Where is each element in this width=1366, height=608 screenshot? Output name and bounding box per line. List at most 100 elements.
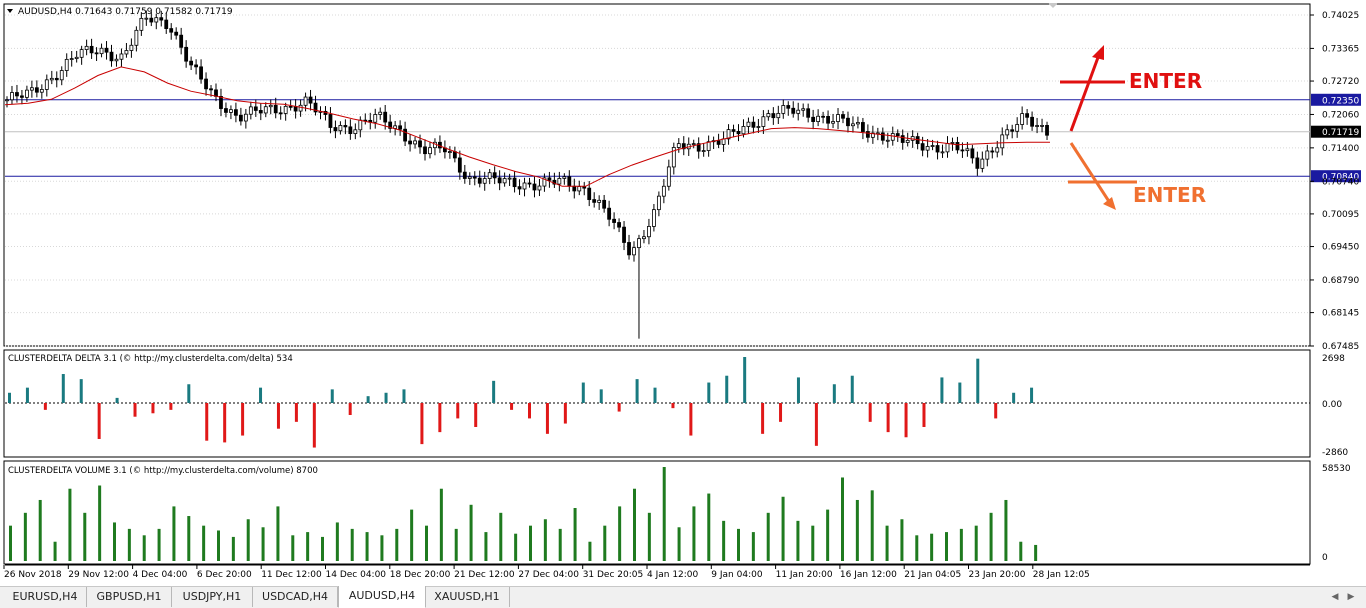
- delta-bars: [5, 357, 1310, 448]
- time-tick-label: 4 Jan 12:00: [647, 570, 699, 580]
- moving-average: [4, 66, 1050, 187]
- candle-body: [263, 106, 268, 114]
- volume-bar: [662, 467, 666, 561]
- delta-bar: [294, 403, 298, 422]
- volume-bar: [707, 493, 711, 561]
- volume-bar: [98, 485, 102, 561]
- volume-bar: [113, 522, 116, 561]
- candle-body: [607, 207, 612, 220]
- tab-audusd-h4[interactable]: AUDUSD,H4: [338, 586, 426, 608]
- candle-body: [224, 108, 228, 113]
- delta-bar: [545, 403, 549, 434]
- candle-body: [617, 222, 621, 228]
- volume-bar: [855, 499, 859, 561]
- price-tick-label: 0.68790: [1322, 276, 1359, 286]
- level-price-label: 0.72350: [1322, 96, 1359, 106]
- volume-bar: [425, 525, 428, 561]
- volume-bar: [573, 508, 577, 561]
- candle-body: [353, 129, 358, 135]
- tab-scroll-left-icon[interactable]: ◀: [1331, 592, 1339, 602]
- tab-usdjpy-h1[interactable]: USDJPY,H1: [172, 587, 253, 607]
- tab-usdcad-h4[interactable]: USDCAD,H4: [253, 587, 338, 607]
- delta-bar: [420, 403, 424, 445]
- volume-bar: [68, 488, 72, 561]
- price-tick-label: 0.73365: [1322, 44, 1359, 54]
- delta-bar: [868, 403, 872, 422]
- candle-body: [129, 44, 134, 51]
- candle-body: [253, 106, 258, 111]
- candle-body: [273, 104, 278, 114]
- tab-eurusd-h4[interactable]: EURUSD,H4: [4, 587, 87, 607]
- candle-body: [841, 114, 845, 119]
- delta-bar: [832, 384, 836, 403]
- delta-bar: [241, 403, 245, 436]
- candle-body: [557, 178, 562, 185]
- candle-body: [333, 127, 338, 132]
- candle-body: [751, 121, 756, 128]
- candle-body: [343, 125, 348, 128]
- candle-body: [39, 89, 44, 93]
- candle-body: [851, 123, 855, 127]
- delta-scale-bottom: -2860: [1322, 448, 1348, 458]
- candle-body: [104, 47, 109, 53]
- candle-body: [204, 78, 208, 90]
- candle-body: [547, 177, 552, 181]
- time-tick-label: 29 Nov 12:00: [68, 570, 129, 580]
- delta-bar: [402, 389, 406, 403]
- volume-bar: [217, 530, 220, 561]
- current-price-label: 0.71719: [1322, 128, 1359, 138]
- candle-body: [94, 52, 99, 55]
- volume-bar: [157, 528, 161, 561]
- volume-bar: [276, 506, 280, 561]
- volume-scale-zero: 0: [1322, 553, 1328, 563]
- volume-scale-top: 58530: [1322, 464, 1351, 474]
- candle-body: [308, 96, 313, 104]
- volume-bar: [722, 520, 726, 561]
- volume-bar: [202, 525, 206, 561]
- volume-bar: [335, 522, 339, 561]
- delta-bar: [223, 403, 227, 443]
- candle-body: [637, 238, 641, 249]
- candle-body: [895, 133, 900, 137]
- delta-bar: [115, 397, 119, 403]
- candle-body: [114, 58, 119, 62]
- candle-body: [666, 166, 671, 187]
- up-arrow-head-icon: [1092, 45, 1104, 60]
- candle-body: [975, 157, 980, 169]
- volume-bar: [172, 506, 176, 561]
- delta-bar: [814, 403, 818, 446]
- candle-body: [880, 132, 885, 141]
- chart-shift-icon[interactable]: [1048, 3, 1058, 8]
- volume-bar: [633, 488, 636, 561]
- tab-xauusd-h1[interactable]: XAUUSD,H1: [425, 587, 510, 607]
- candle-body: [378, 111, 383, 115]
- candle-body: [447, 151, 452, 153]
- candle-body: [995, 147, 1000, 153]
- volume-bar: [766, 512, 770, 561]
- candle-body: [562, 176, 567, 179]
- volume-bar: [231, 536, 235, 561]
- delta-bar: [761, 403, 765, 434]
- volume-bar: [261, 527, 265, 561]
- time-tick-label: 11 Jan 20:00: [776, 570, 833, 580]
- candle-body: [706, 141, 711, 151]
- time-tick-label: 23 Jan 20:00: [969, 570, 1026, 580]
- symbol-dropdown-icon[interactable]: [7, 9, 13, 13]
- candle-body: [59, 70, 64, 81]
- volume-bar: [321, 536, 324, 561]
- volume-bar: [395, 528, 399, 561]
- level-price-tag: [1311, 170, 1361, 183]
- delta-bar: [796, 377, 800, 403]
- candle-body: [238, 114, 243, 122]
- tab-gbpusd-h1[interactable]: GBPUSD,H1: [87, 587, 172, 607]
- enter-annotations[interactable]: ENTER ENTER: [1060, 45, 1206, 210]
- volume-bar: [529, 525, 532, 561]
- volume-bar: [187, 516, 191, 561]
- delta-bar: [25, 387, 29, 403]
- candle-body: [149, 17, 154, 23]
- tab-scroll-right-icon[interactable]: ▶: [1347, 592, 1355, 602]
- candle-body: [467, 176, 472, 179]
- candle-body: [169, 28, 174, 33]
- volume-bar: [9, 525, 12, 561]
- down-arrow-head-icon: [1103, 197, 1116, 210]
